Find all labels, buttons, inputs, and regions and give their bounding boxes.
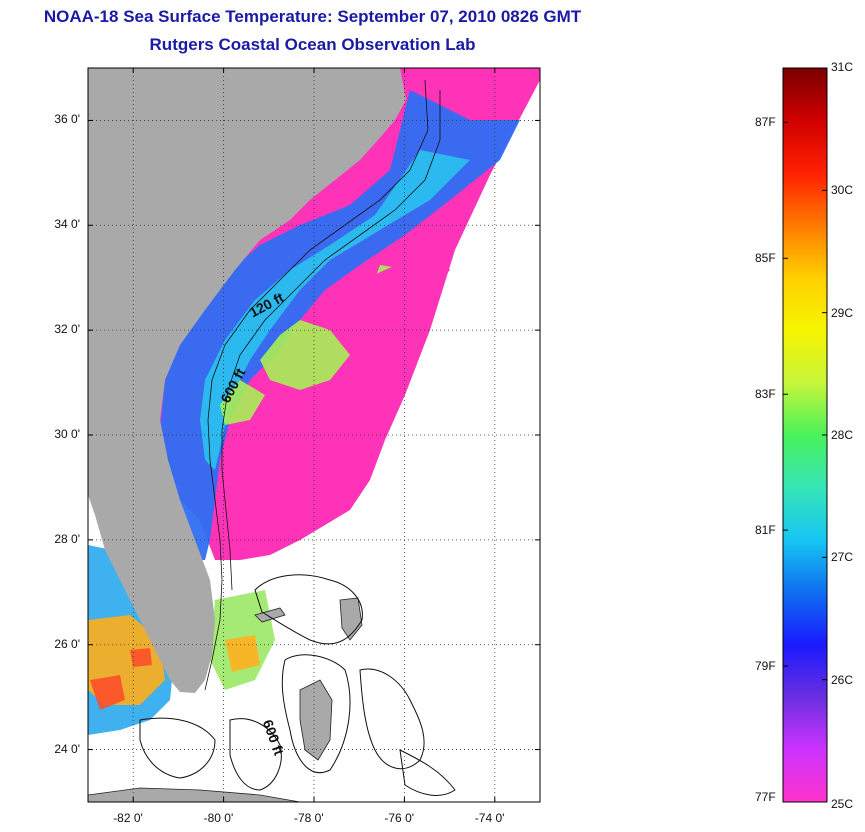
map-frame	[87, 67, 541, 803]
lat-tick-label: 28 0'	[54, 531, 80, 546]
colorbar-ticks	[783, 67, 827, 803]
map-grid	[88, 68, 540, 802]
sst-cyan-band	[200, 150, 470, 470]
lat-tick-label: 26 0'	[54, 636, 80, 651]
colorbar-celsius-label: 25C	[831, 797, 854, 811]
bahamas-island-andros	[299, 679, 333, 761]
lon-tick-label: -76 0'	[384, 811, 415, 825]
lat-tick-label: 32 0'	[54, 322, 80, 337]
sst-magenta-lumps	[250, 250, 450, 470]
sst-green-patches	[220, 265, 410, 425]
bahamas-island-grand	[254, 607, 286, 623]
lat-tick-label: 30 0'	[54, 427, 80, 441]
colorbar-fahrenheit-label: 87F	[755, 115, 776, 130]
land-southeast-us	[88, 68, 406, 693]
cuba-coast	[88, 787, 301, 802]
colorbar-celsius-label: 26C	[831, 672, 854, 687]
colorbar-fahrenheit-label: 81F	[755, 523, 776, 538]
bahamas-bank-contours	[139, 574, 456, 796]
colorbar-celsius-label: 29C	[831, 305, 854, 320]
no-data-area	[88, 80, 540, 802]
colorbar-celsius-label: 31C	[831, 60, 854, 74]
bahamas-island-abaco	[339, 597, 363, 641]
colorbar-celsius-label: 28C	[831, 428, 854, 442]
colorbar-fahrenheit-label: 83F	[755, 387, 776, 402]
colorbar	[782, 67, 828, 803]
colorbar-fahrenheit-label: 79F	[755, 659, 776, 674]
colorbar-fahrenheit-label: 77F	[755, 790, 776, 804]
lon-tick-label: -74 0'	[474, 811, 505, 825]
lon-tick-label: -80 0'	[203, 811, 234, 825]
lon-tick-label: -78 0'	[294, 811, 324, 825]
lon-tick-label: -82 0'	[113, 811, 143, 825]
lat-tick-label: 36 0'	[54, 112, 80, 127]
lat-tick-label: 34 0'	[54, 217, 80, 232]
gulf-red-speckles	[90, 648, 152, 710]
sst-cool-band	[160, 90, 520, 560]
isobath-lines	[204, 79, 441, 691]
colorbar-fahrenheit-label: 85F	[755, 251, 776, 266]
map-subtitle: Rutgers Coastal Ocean Observation Lab	[149, 35, 476, 54]
colorbar-celsius-label: 27C	[831, 550, 854, 565]
map-title: NOAA-18 Sea Surface Temperature: Septemb…	[43, 7, 582, 26]
keys-orange-patch	[225, 635, 260, 672]
lat-tick-label: 24 0'	[54, 741, 80, 756]
colorbar-celsius-label: 30C	[831, 183, 854, 198]
